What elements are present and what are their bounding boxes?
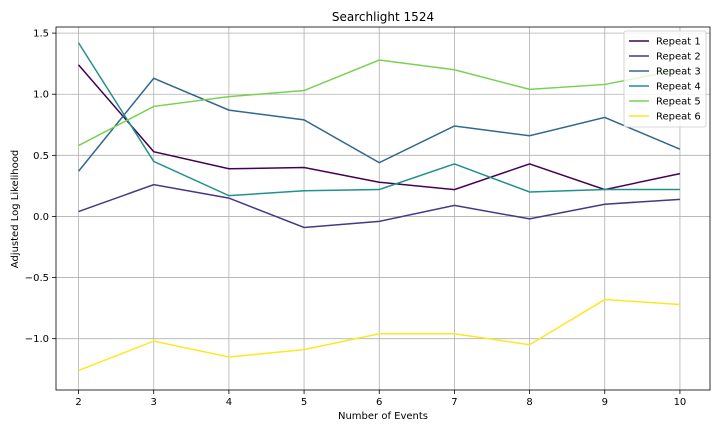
x-tick-label: 6 — [376, 397, 382, 408]
legend-label: Repeat 2 — [656, 52, 701, 63]
series-lines — [77, 42, 681, 372]
x-tick-label: 5 — [301, 397, 307, 408]
x-tick-label: 9 — [602, 397, 608, 408]
plot-frame — [55, 26, 711, 391]
legend-label: Repeat 3 — [656, 67, 701, 78]
x-tick-label: 2 — [75, 397, 81, 408]
x-axis-ticks: 2 3 4 5 6 7 8 9 10 — [75, 390, 686, 408]
series-line-repeat-1 — [77, 64, 681, 191]
legend-label: Repeat 6 — [656, 112, 701, 123]
y-tick-label: 1.0 — [33, 90, 49, 101]
legend-label: Repeat 4 — [656, 82, 701, 93]
y-tick-label: −0.5 — [25, 273, 49, 284]
legend-label: Repeat 1 — [656, 37, 701, 48]
grid-lines — [56, 27, 710, 390]
x-tick-label: 7 — [451, 397, 457, 408]
legend: Repeat 1 Repeat 2 Repeat 3 Repeat 4 Repeat 5… — [623, 30, 707, 128]
legend-label: Repeat 5 — [656, 97, 701, 108]
series-line-repeat-5 — [78, 59, 681, 147]
x-tick-label: 4 — [226, 397, 232, 408]
series-line-repeat-6 — [78, 298, 680, 372]
x-tick-label: 3 — [151, 397, 157, 408]
series-line-repeat-4 — [77, 42, 680, 197]
y-axis-ticks: −1.0 −0.5 0.0 0.5 1.0 1.5 — [25, 29, 56, 345]
y-tick-label: 1.5 — [33, 29, 49, 40]
x-axis-label: Number of Events — [338, 411, 428, 422]
legend-box — [623, 30, 707, 128]
y-tick-label: 0.5 — [33, 151, 49, 162]
chart-title: Searchlight 1524 — [332, 10, 434, 24]
y-tick-label: 0.0 — [33, 212, 49, 223]
series-line-repeat-2 — [78, 183, 680, 229]
x-tick-label: 8 — [526, 397, 532, 408]
y-tick-label: −1.0 — [25, 334, 49, 345]
x-tick-label: 10 — [674, 397, 687, 408]
series-line-repeat-3 — [77, 77, 681, 172]
y-axis-label: Adjusted Log Likelihood — [10, 150, 21, 268]
